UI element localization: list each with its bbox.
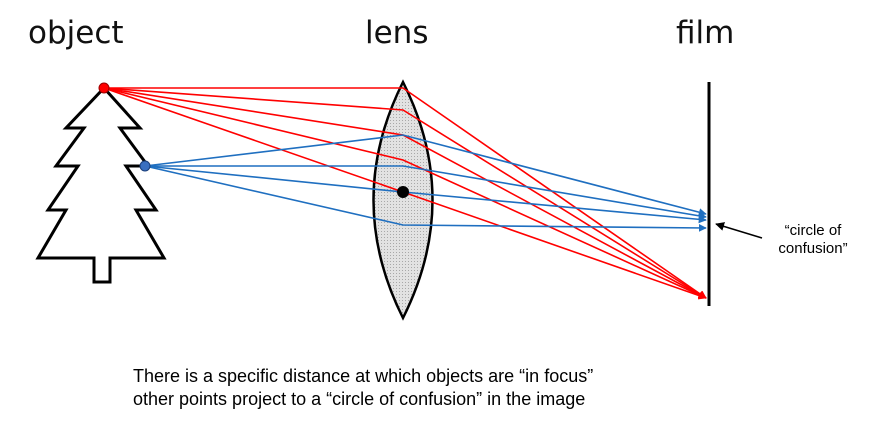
red-ray-2 xyxy=(103,87,707,299)
caption: There is a specific distance at which ob… xyxy=(133,365,593,411)
annotation-line-2: confusion” xyxy=(778,240,848,257)
annotation-line-1: “circle of xyxy=(784,222,842,239)
blue-ray-2 xyxy=(145,165,707,220)
in-focus-point xyxy=(98,82,110,94)
lens-center-point xyxy=(397,186,409,198)
blue-ray-1 xyxy=(144,134,707,217)
object-label: object xyxy=(28,15,124,51)
red-ray-1 xyxy=(104,87,707,299)
blue-ray-4 xyxy=(144,165,707,232)
red-ray-4 xyxy=(103,87,707,299)
annotation-arrow xyxy=(715,222,763,239)
out-of-focus-point xyxy=(139,160,151,172)
lens-shape xyxy=(372,79,434,321)
caption-line-2: other points project to a “circle of con… xyxy=(133,389,586,409)
film-label: film xyxy=(676,15,735,51)
caption-line-1: There is a specific distance at which ob… xyxy=(133,366,594,386)
circle-of-confusion-annotation: “circle of confusion” xyxy=(758,222,868,258)
lens-label: lens xyxy=(365,15,429,51)
tree-object xyxy=(35,85,167,284)
